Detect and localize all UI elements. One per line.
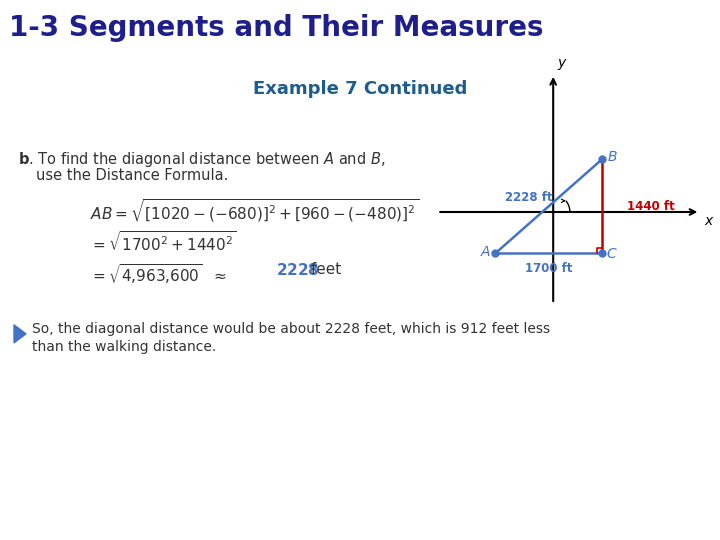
Text: So, the diagonal distance would be about 2228 feet, which is 912 feet less: So, the diagonal distance would be about…	[32, 322, 550, 336]
Text: feet: feet	[306, 262, 341, 277]
Text: $C$: $C$	[606, 247, 618, 261]
Text: $= \sqrt{4{,}963{,}600}\ \ \approx\ \ $: $= \sqrt{4{,}963{,}600}\ \ \approx\ \ $	[90, 262, 227, 286]
Text: 1-3 Segments and Their Measures: 1-3 Segments and Their Measures	[9, 15, 543, 42]
Text: $y$: $y$	[557, 57, 567, 72]
Text: $AB = \sqrt{[1020 - (-680)]^2 + [960 - (-480)]^2}$: $AB = \sqrt{[1020 - (-680)]^2 + [960 - (…	[90, 198, 419, 225]
Text: 1700 ft: 1700 ft	[525, 262, 572, 275]
Text: $x$: $x$	[704, 214, 714, 228]
Text: 1440 ft: 1440 ft	[626, 200, 675, 213]
Text: use the Distance Formula.: use the Distance Formula.	[36, 168, 228, 183]
Text: $A$: $A$	[480, 246, 491, 260]
Text: Example 7 Continued: Example 7 Continued	[253, 80, 467, 98]
Text: $= \sqrt{1700^2 + 1440^2}$: $= \sqrt{1700^2 + 1440^2}$	[90, 230, 236, 254]
Text: than the walking distance.: than the walking distance.	[32, 340, 216, 354]
Text: $\mathbf{2228}$: $\mathbf{2228}$	[276, 262, 320, 278]
Text: $\mathbf{b}$. To find the diagonal distance between $A$ and $B$,: $\mathbf{b}$. To find the diagonal dista…	[18, 150, 385, 169]
Polygon shape	[14, 325, 26, 343]
Text: 2228 ft: 2228 ft	[505, 191, 552, 204]
Text: $B$: $B$	[607, 150, 617, 164]
